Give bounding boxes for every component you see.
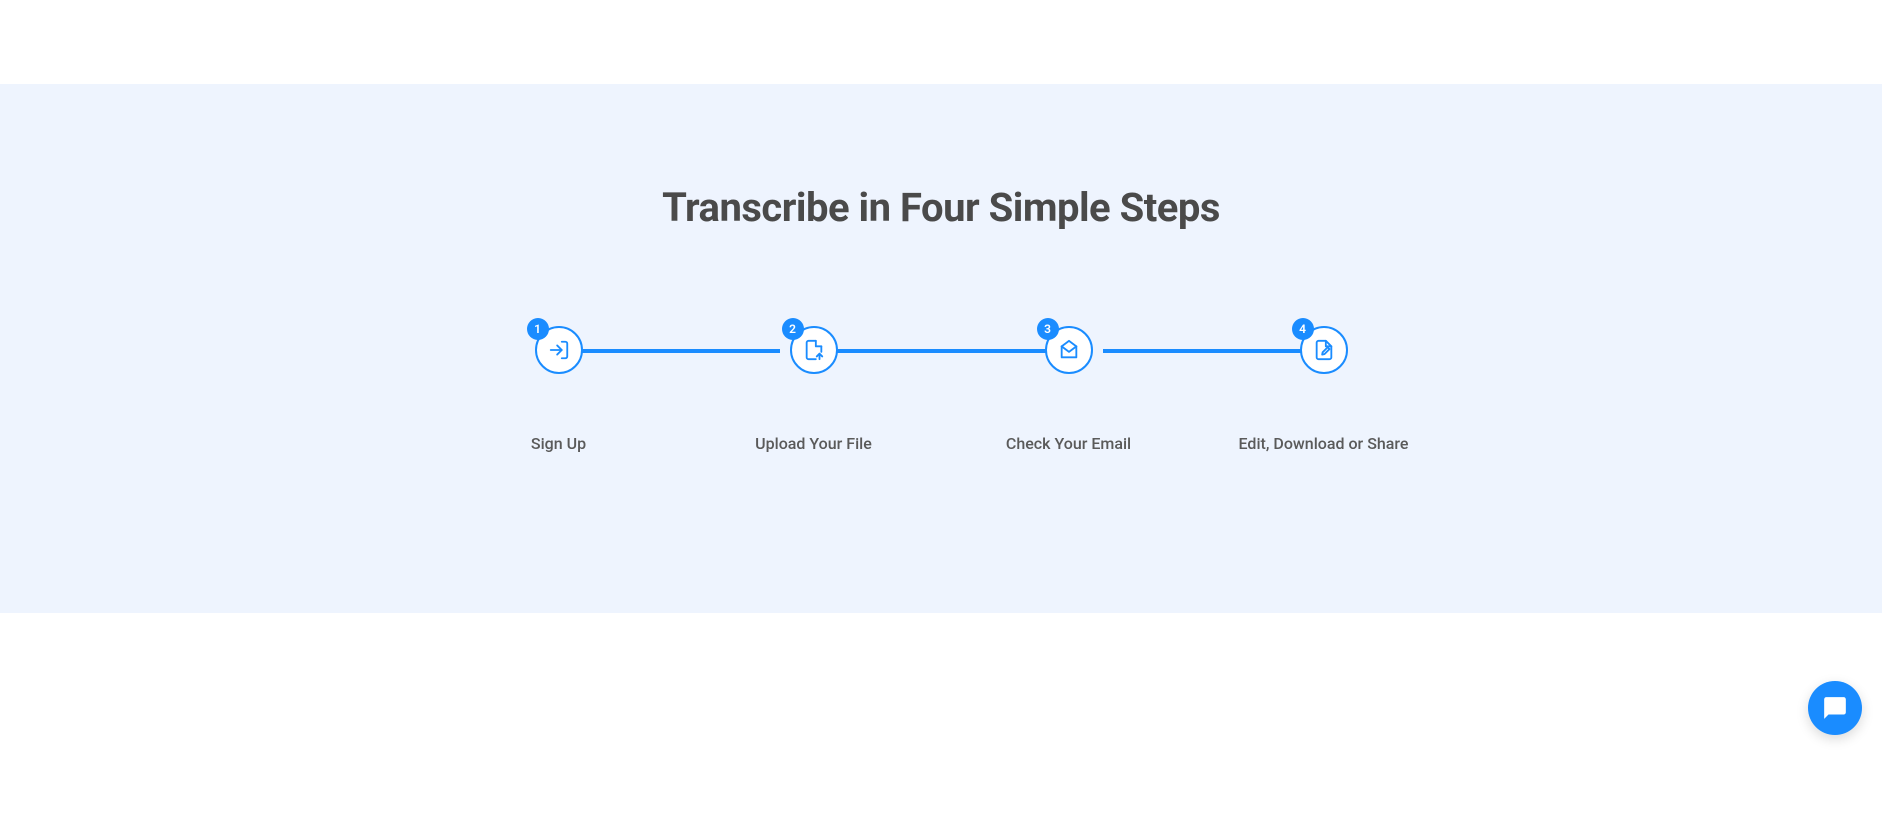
step-number-badge: 4 — [1292, 318, 1314, 340]
email-icon — [1058, 339, 1080, 361]
step-item-upload: 2 Upload Your File — [686, 326, 941, 453]
step-label: Upload Your File — [755, 434, 872, 453]
step-icon-wrapper: 4 — [1300, 326, 1348, 374]
step-icon-wrapper: 2 — [790, 326, 838, 374]
step-label: Check Your Email — [1006, 434, 1131, 453]
file-upload-icon — [803, 339, 825, 361]
steps-section: Transcribe in Four Simple Steps 1 Sign U… — [0, 84, 1882, 613]
step-number-badge: 2 — [782, 318, 804, 340]
chat-bubble-icon — [1822, 695, 1848, 721]
file-edit-icon — [1313, 339, 1335, 361]
step-number-badge: 1 — [527, 318, 549, 340]
step-icon-wrapper: 3 — [1045, 326, 1093, 374]
step-item-sign-up: 1 Sign Up — [431, 326, 686, 453]
step-label: Sign Up — [531, 434, 586, 453]
chat-button[interactable] — [1808, 681, 1862, 735]
steps-container: 1 Sign Up 2 — [391, 326, 1491, 453]
step-number-badge: 3 — [1037, 318, 1059, 340]
step-item-email: 3 Check Your Email — [941, 326, 1196, 453]
sign-in-icon — [548, 339, 570, 361]
step-item-edit: 4 Edit, Download or Share — [1196, 326, 1451, 453]
section-heading: Transcribe in Four Simple Steps — [0, 184, 1882, 231]
step-icon-wrapper: 1 — [535, 326, 583, 374]
step-label: Edit, Download or Share — [1239, 434, 1409, 453]
